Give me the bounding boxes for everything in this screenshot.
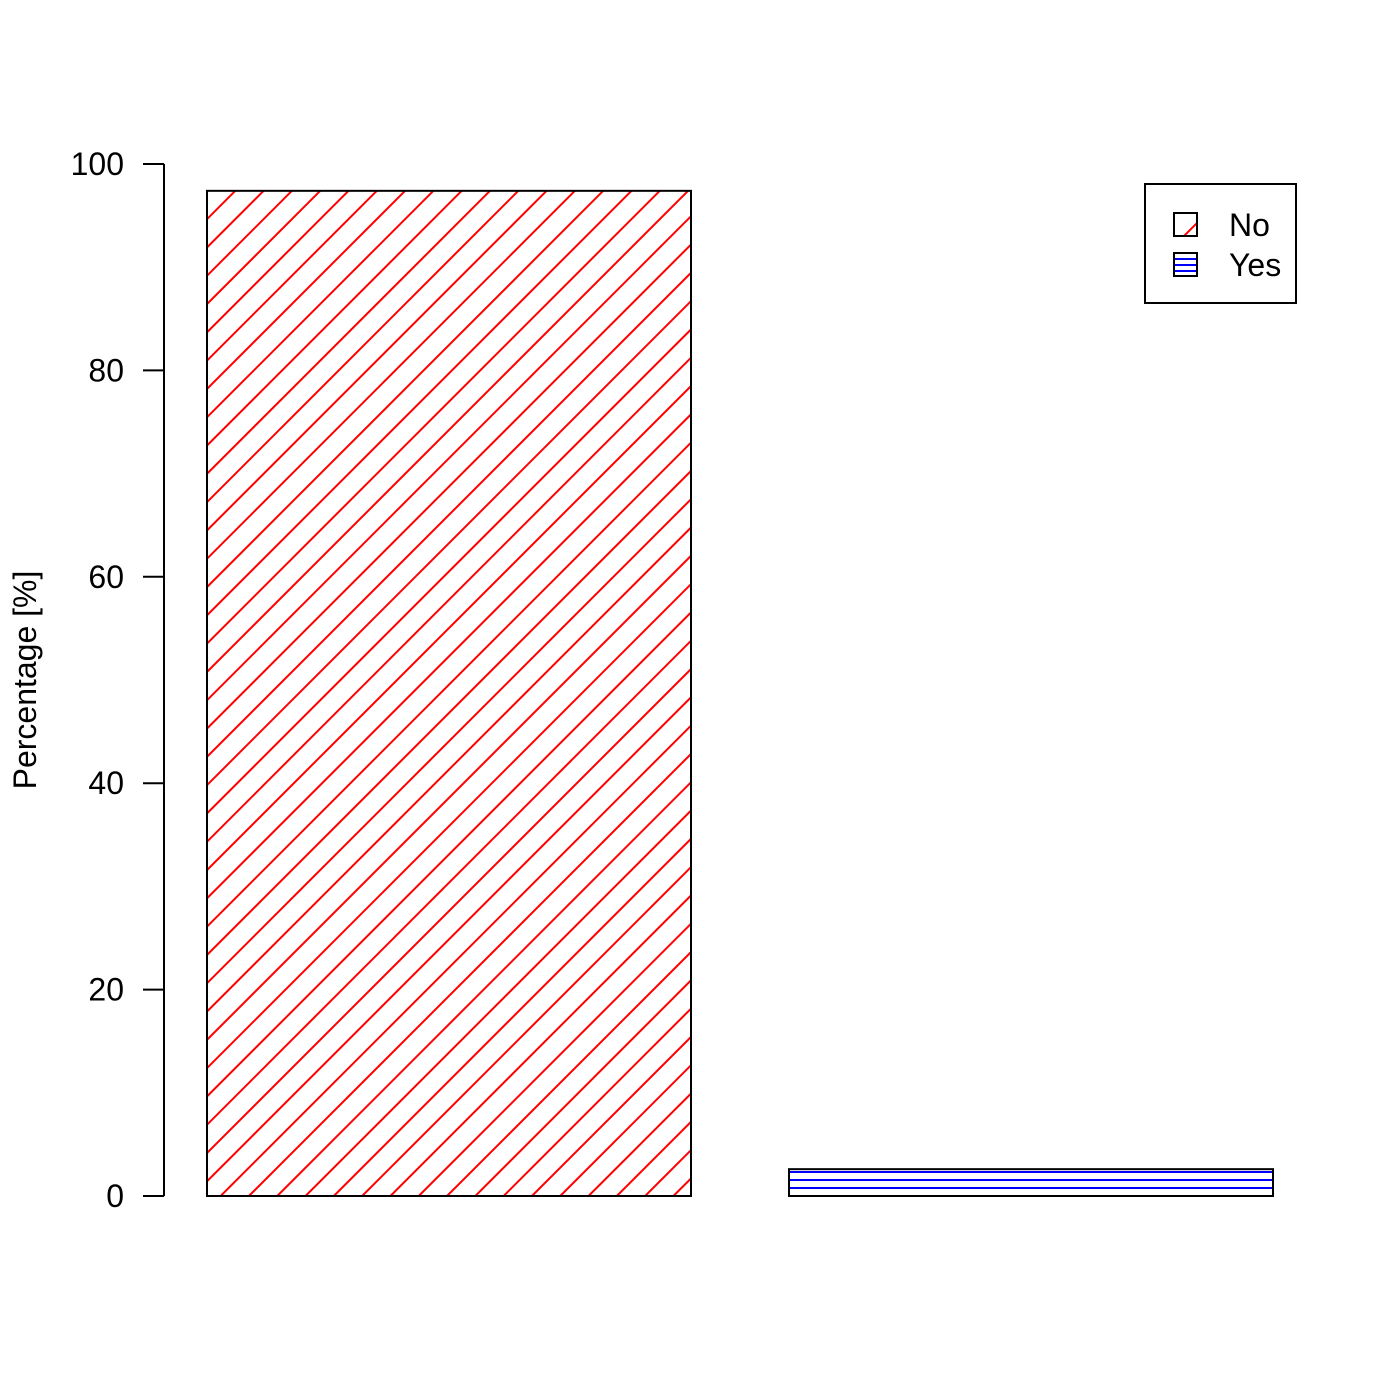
hatch-line (207, 190, 548, 532)
hatch-line (207, 497, 691, 985)
hatch-line (248, 752, 691, 1197)
legend-keys (1173, 212, 1198, 277)
hatch-line (207, 190, 604, 589)
hatch-line (207, 190, 378, 363)
y-tick-label: 20 (88, 972, 124, 1008)
hatch-line (207, 271, 691, 759)
hatch-line (389, 894, 691, 1197)
legend-key-no (1173, 212, 1198, 237)
hatch-line (207, 639, 691, 1127)
hatch-line (207, 412, 691, 900)
hatch-line (616, 1120, 691, 1197)
hatch-line (207, 190, 350, 334)
y-tick-label: 40 (88, 765, 124, 801)
legend-label-yes: Yes (1229, 247, 1281, 283)
hatch-line (207, 190, 633, 617)
hatch-line (207, 384, 691, 872)
bar-yes (788, 1168, 1274, 1197)
bar-hatch (207, 190, 1400, 1197)
bar-outline (206, 189, 692, 1198)
hatch-line (207, 526, 691, 1013)
y-tick-label: 0 (106, 1178, 124, 1214)
hatch-line (276, 780, 691, 1197)
hatch-line (207, 190, 321, 306)
y-tick-label: 100 (71, 146, 124, 182)
hatch-line (207, 190, 520, 504)
hatch-line (502, 1007, 691, 1197)
hatch-line (207, 190, 406, 391)
hatch-line (207, 441, 691, 929)
bar-hatch (789, 1171, 1273, 1189)
hatch-line (207, 299, 691, 787)
hatch-line (207, 214, 691, 702)
hatch-line (219, 724, 691, 1197)
hatch-line (361, 865, 691, 1197)
hatch-line (207, 611, 691, 1098)
hatch-line (418, 922, 691, 1197)
hatch-line (672, 1177, 691, 1197)
bars (206, 189, 1400, 1198)
hatch-line (207, 667, 691, 1155)
hatch-line (207, 469, 691, 957)
hatch-line (207, 695, 691, 1183)
hatch-line (1183, 221, 1197, 236)
y-axis-title: Percentage [%] (7, 571, 43, 790)
hatch-line (207, 582, 691, 1070)
legend-label-no: No (1229, 207, 1270, 243)
hatch-line (644, 1148, 691, 1197)
legend: No Yes (1144, 183, 1297, 304)
hatch-line (207, 190, 435, 419)
y-tick-label: 60 (88, 559, 124, 595)
hatch-line (474, 978, 691, 1197)
hatch-line (446, 950, 691, 1197)
hatch-line (207, 190, 491, 476)
hatch-line (207, 190, 576, 561)
hatch-line (207, 190, 661, 646)
legend-key-yes (1173, 252, 1198, 277)
hatch-line (333, 837, 691, 1197)
legend-key-outline (1173, 252, 1198, 277)
legend-key-hatch (1183, 221, 1197, 236)
y-tick-label: 80 (88, 352, 124, 388)
bar-no (206, 189, 1400, 1198)
hatch-line (531, 1035, 691, 1197)
hatch-line (207, 554, 691, 1042)
bar-outline (788, 1168, 1274, 1197)
hatch-line (587, 1092, 691, 1197)
hatch-line (207, 190, 293, 278)
hatch-line (207, 243, 691, 730)
y-axis: 0 20 40 60 80 100 (71, 146, 165, 1214)
hatch-line (207, 328, 691, 815)
hatch-line (207, 190, 689, 674)
legend-key-hatch (1174, 258, 1197, 272)
legend-key-outline (1173, 212, 1198, 237)
legend-box (1144, 183, 1297, 304)
hatch-line (304, 809, 691, 1197)
hatch-line (559, 1063, 691, 1197)
hatch-line (207, 190, 463, 447)
hatch-line (702, 191, 1400, 1196)
